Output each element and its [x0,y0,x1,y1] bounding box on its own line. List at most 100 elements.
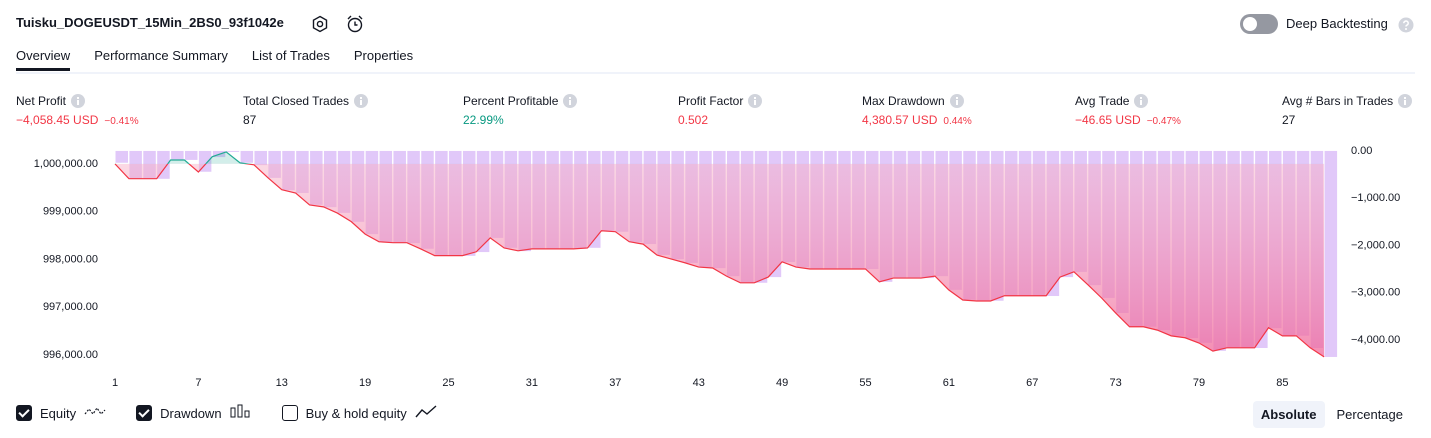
y-tick-label: 997,000.00 [43,301,98,313]
info-icon[interactable] [1398,94,1413,108]
x-tick-label: 43 [693,377,705,389]
metric: Total Closed Trades 87 [243,93,369,127]
drawdown-bar [171,150,184,160]
x-tick-label: 55 [859,377,871,389]
metric-label-row: Avg # Bars in Trades [1282,93,1413,109]
metric-label: Percent Profitable [463,94,559,108]
metric: Percent Profitable 22.99% [463,93,578,127]
metric-label: Avg Trade [1075,94,1130,108]
metric: Net Profit −4,058.45 USD −0.41% [16,93,139,127]
info-icon[interactable] [748,94,763,108]
legend-label: Buy & hold equity [305,405,407,421]
metric-value: 22.99% [463,113,504,127]
x-tick-label: 49 [776,377,788,389]
legend-item[interactable]: Buy & hold equity [281,404,437,422]
legend-glyph [84,404,106,422]
metric-value-row: 87 [243,113,368,127]
x-tick-label: 13 [276,377,288,389]
metric-value-row: 4,380.57 USD 0.44% [862,113,972,127]
strategy-title: Tuisku_DOGEUSDT_15Min_2BS0_93f1042e [16,15,284,30]
drawdown-bar [226,150,240,152]
tab[interactable]: List of Trades [251,48,330,63]
legend-glyph [230,404,252,422]
view-button[interactable]: Absolute [1252,401,1325,428]
metric-percent: −0.47% [1146,116,1181,127]
legend-item[interactable]: Drawdown [136,404,251,422]
metric: Avg Trade −46.65 USD −0.47% [1075,93,1181,127]
metric-label: Max Drawdown [862,94,945,108]
metric-value-row: 22.99% [463,113,577,127]
toggle-label: Deep Backtesting [1286,16,1388,31]
legend-glyph [415,404,437,422]
tab[interactable]: Performance Summary [94,48,228,63]
metric-label-row: Percent Profitable [463,93,578,109]
y-tick-label: 996,000.00 [43,349,98,361]
drawdown-bar [115,150,128,163]
y-tick-label: 999,000.00 [43,206,98,218]
settings-icon[interactable] [311,15,329,33]
drawdown-bar [1324,150,1338,357]
checkbox[interactable] [16,405,32,421]
alert-icon[interactable] [345,14,365,34]
x-tick-label: 67 [1026,377,1038,389]
metric-percent: 0.44% [943,116,972,127]
metric-value-row: −46.65 USD −0.47% [1075,113,1181,127]
y2-tick-label: −4,000.00 [1351,334,1400,346]
metric-value: 27 [1282,113,1296,127]
drawdown-bar [254,150,267,166]
y2-tick-label: −3,000.00 [1351,287,1400,299]
metric-percent: −0.41% [104,116,139,127]
metric-label: Net Profit [16,94,67,108]
metric-label-row: Total Closed Trades [243,93,369,109]
x-tick-label: 85 [1276,377,1288,389]
info-icon[interactable] [71,94,86,108]
help-icon[interactable] [1398,17,1414,33]
y2-tick-label: −1,000.00 [1351,192,1400,204]
info-icon[interactable] [949,94,964,108]
info-icon[interactable] [563,94,578,108]
tab[interactable]: Overview [16,48,71,71]
x-tick-label: 79 [1193,377,1205,389]
view-buttons: Absolute Percentage [1252,401,1411,428]
info-icon[interactable] [1134,94,1149,108]
metric-value: 87 [243,113,257,127]
tab-divider [16,72,1415,74]
equity-area-above [167,151,248,164]
legend-label: Drawdown [160,405,222,421]
metric-label: Avg # Bars in Trades [1282,94,1394,108]
metric: Avg # Bars in Trades 27 [1282,93,1413,127]
deep-backtesting-toggle[interactable] [1240,14,1278,34]
x-tick-label: 19 [359,377,371,389]
x-tick-label: 1 [112,377,118,389]
equity-line-below [114,163,1325,358]
metric-value-row: 27 [1282,113,1412,127]
info-icon[interactable] [354,94,369,108]
metric: Max Drawdown 4,380.57 USD 0.44% [862,93,972,127]
legend-item[interactable]: Equity [16,404,106,422]
metric-value-row: −4,058.45 USD −0.41% [16,113,139,127]
y2-tick-label: 0.00 [1351,145,1372,157]
metric: Profit Factor 0.502 [678,93,763,127]
metric-value-row: 0.502 [678,113,762,127]
metric-label-row: Max Drawdown [862,93,972,109]
checkbox[interactable] [281,405,298,421]
view-button[interactable]: Percentage [1336,407,1404,422]
x-tick-label: 37 [609,377,621,389]
x-tick-label: 73 [1110,377,1122,389]
equity-area-below [115,163,1325,357]
metric-value: −46.65 USD [1075,113,1141,127]
checkbox[interactable] [136,405,153,421]
metric-value: 4,380.57 USD [862,113,938,127]
drawdown-bar [240,150,254,163]
tabs: Overview Performance Summary List of Trade… [16,48,413,71]
legend: Equity Drawdown Buy & hold equity [16,404,437,422]
metric-label: Profit Factor [678,94,744,108]
chart: 996,000.00 997,000.00 998,000.00 999,000.00… [34,145,1400,389]
metric-label-row: Avg Trade [1075,93,1181,109]
x-tick-label: 31 [526,377,538,389]
x-tick-label: 25 [442,377,454,389]
metric-label: Total Closed Trades [243,94,350,108]
tab[interactable]: Properties [353,48,414,63]
metric-value: 0.502 [678,113,709,127]
